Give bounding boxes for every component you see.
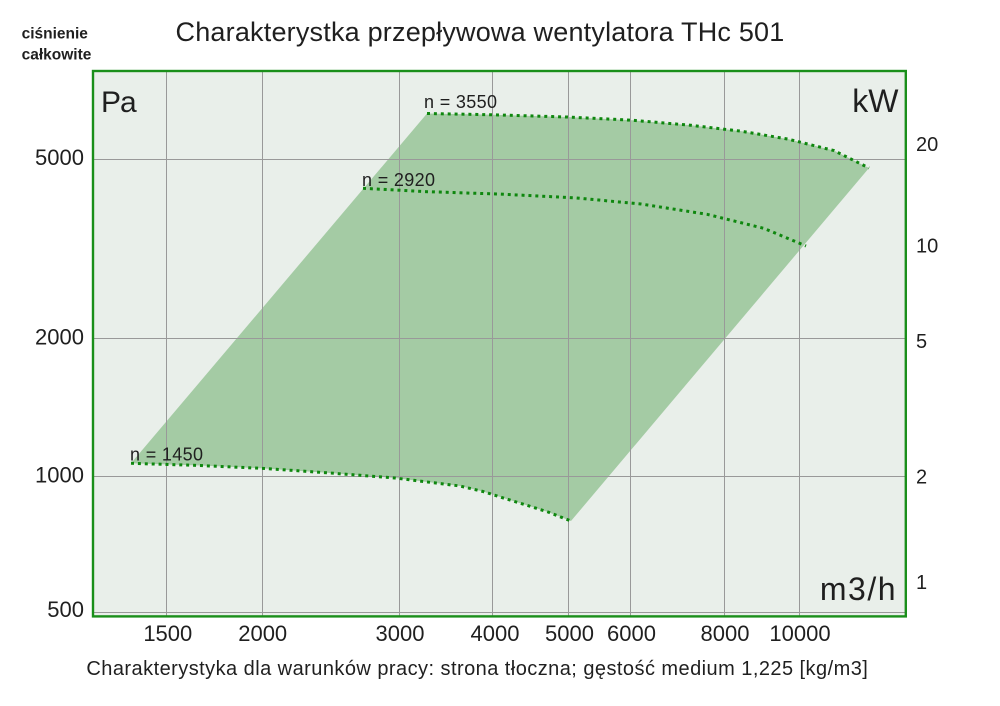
svg-text:3000: 3000 [376, 621, 425, 646]
svg-text:20: 20 [916, 134, 938, 156]
svg-text:4000: 4000 [471, 621, 520, 646]
svg-text:2: 2 [916, 467, 927, 489]
svg-text:całkowite: całkowite [22, 47, 92, 64]
svg-text:1000: 1000 [35, 462, 84, 487]
svg-text:ciśnienie: ciśnienie [22, 26, 89, 43]
svg-text:5000: 5000 [545, 621, 594, 646]
svg-text:m3/h: m3/h [820, 571, 897, 607]
svg-text:kW: kW [852, 83, 899, 119]
svg-text:1500: 1500 [143, 621, 192, 646]
svg-text:5000: 5000 [35, 145, 84, 170]
svg-text:Pa: Pa [101, 86, 137, 119]
svg-text:8000: 8000 [701, 621, 750, 646]
svg-text:Charakterystyka dla warunków p: Charakterystyka dla warunków pracy: stro… [86, 658, 868, 680]
svg-text:6000: 6000 [607, 621, 656, 646]
svg-text:n = 2920: n = 2920 [362, 170, 435, 190]
svg-text:10000: 10000 [769, 621, 830, 646]
svg-text:500: 500 [47, 597, 84, 622]
svg-text:10: 10 [916, 236, 938, 258]
svg-text:2000: 2000 [35, 325, 84, 350]
svg-text:2000: 2000 [238, 621, 287, 646]
svg-text:n = 1450: n = 1450 [130, 445, 203, 465]
svg-text:5: 5 [916, 331, 927, 353]
svg-text:1: 1 [916, 572, 927, 594]
svg-text:n = 3550: n = 3550 [424, 92, 497, 112]
svg-text:Charakterystka przepływowa wen: Charakterystka przepływowa wentylatora T… [176, 17, 785, 47]
